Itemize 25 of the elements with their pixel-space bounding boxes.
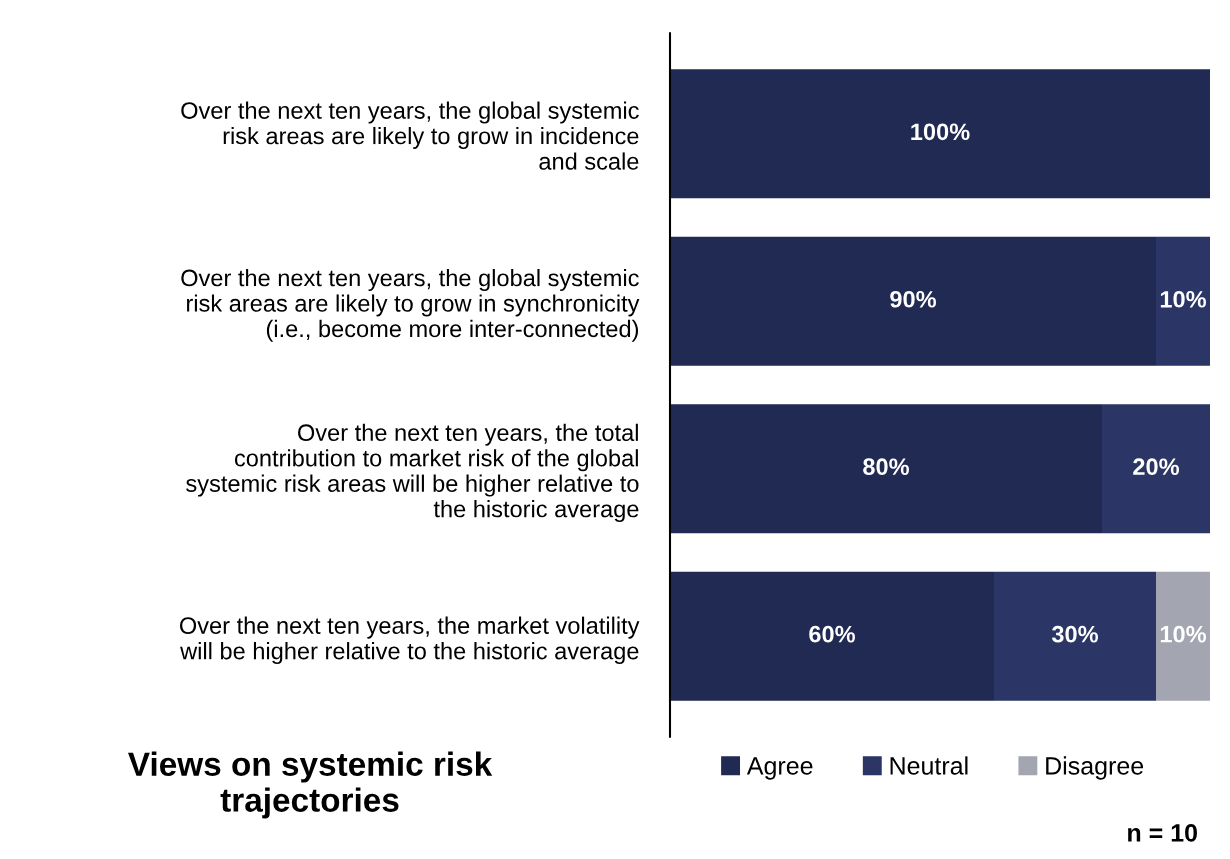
data-label: 100% (911, 123, 970, 141)
bar (670, 571, 994, 701)
data-label: 10% (1160, 290, 1207, 308)
bar (670, 69, 1210, 199)
text: n = 10 (1128, 824, 1197, 842)
bar (670, 404, 1102, 534)
y-tick-label: Over the next ten years, the global systemic risk areas are likely to grow in incidence and scale (181, 101, 639, 170)
bar (994, 571, 1156, 701)
data-label: 20% (1133, 458, 1180, 476)
legend-label: Disagree (1046, 756, 1144, 780)
y-tick-label: Over the next ten years, the total contribution to market risk of the global systemic risk areas will be higher relative to the historic average (186, 423, 639, 523)
legend-label: Neutral (890, 756, 968, 775)
bar (670, 236, 1156, 366)
data-label: 90% (890, 290, 937, 308)
bar (1102, 404, 1210, 534)
legend-label: Agree (746, 757, 813, 780)
y-tick-label: Over the next ten years, the market volatility will be higher relative to the historic average (179, 616, 640, 665)
data-label: 30% (1051, 625, 1099, 643)
y-tick-label: Over the next ten years, the global systemic risk areas are likely to grow in synchronicity (i.e., become more inter-connected) (181, 269, 640, 342)
data-label: 80% (863, 458, 910, 476)
data-label: 10% (1160, 625, 1207, 643)
text: Views on systemic risk trajectories (128, 751, 493, 819)
bar (1156, 236, 1210, 366)
bar (1156, 571, 1210, 701)
data-label: 60% (809, 625, 856, 643)
